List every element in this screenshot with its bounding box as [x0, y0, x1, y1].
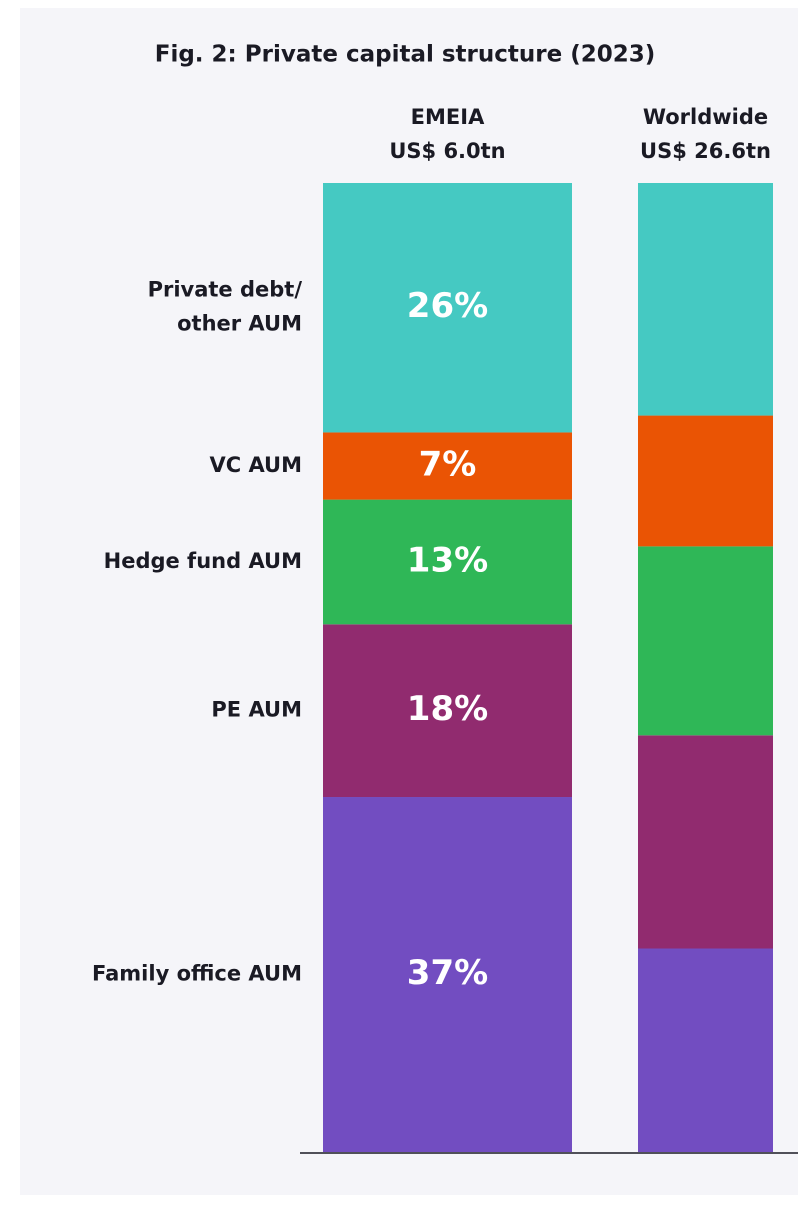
category-total: US$ 6.0tn [389, 139, 505, 163]
legend-label: Hedge fund AUM [104, 549, 302, 573]
legend-label: PE AUM [211, 698, 302, 722]
bar-segment [638, 948, 773, 1152]
legend-label: Private debt/other AUM [148, 278, 303, 336]
legend-label: Family office AUM [92, 962, 302, 986]
legend-label: VC AUM [209, 453, 302, 477]
bar-segment [323, 499, 572, 625]
bar-segment [638, 183, 773, 416]
value-label: 7% [419, 445, 477, 485]
bar-segment [638, 735, 773, 949]
value-label: 13% [407, 540, 488, 580]
bar-segment [323, 624, 572, 798]
category-label: EMEIA [411, 105, 485, 129]
value-label: 37% [407, 953, 488, 993]
bar-segment [323, 797, 572, 1152]
value-label: 18% [407, 689, 488, 729]
bar-segment [638, 415, 773, 547]
category-label: Worldwide [643, 105, 768, 129]
category-total: US$ 26.6tn [640, 139, 771, 163]
bar-segment [638, 546, 773, 736]
value-label: 26% [407, 286, 488, 326]
chart-title: Fig. 2: Private capital structure (2023) [155, 42, 656, 68]
bar-segment [323, 183, 572, 433]
bar-segment [323, 432, 572, 500]
